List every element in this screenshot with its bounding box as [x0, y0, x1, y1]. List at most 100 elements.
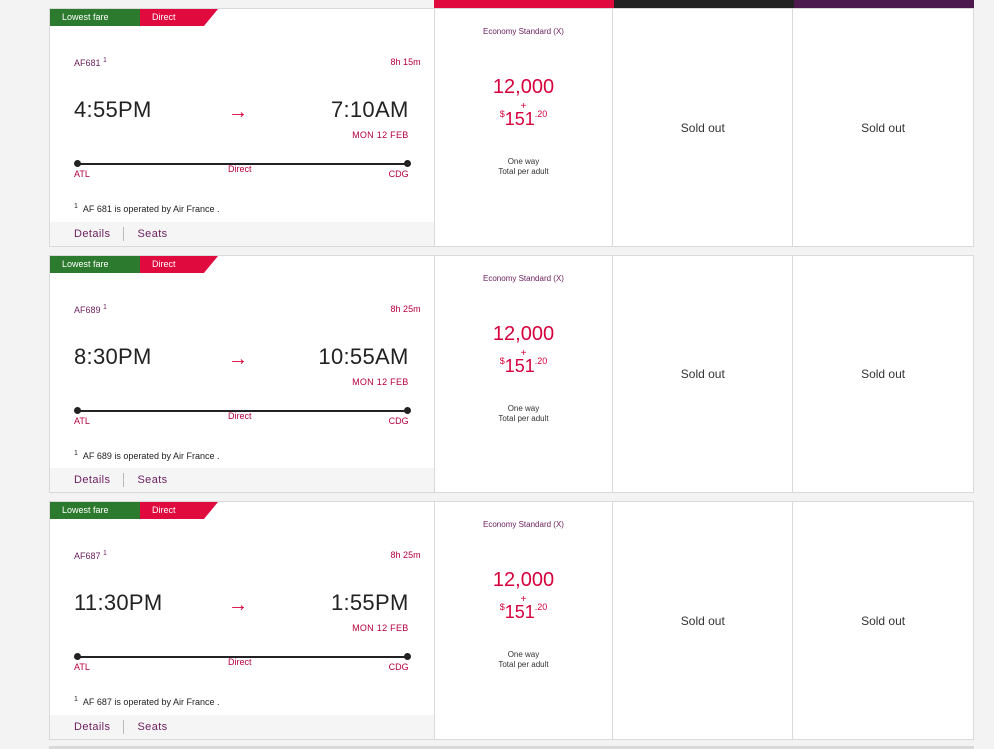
direct-badge: Direct	[140, 502, 218, 519]
arrow-right-icon: →	[228, 101, 248, 123]
column-bar-economy	[434, 0, 614, 8]
fare-column-header-bars	[434, 0, 974, 8]
plus-sign: +	[520, 101, 527, 112]
departure-time: 4:55PM	[74, 97, 152, 122]
footnote-mark: 1	[74, 450, 78, 457]
points-price: 12,000	[492, 76, 555, 98]
plus-sign: +	[520, 594, 527, 605]
flight-links-bar: Details Seats	[50, 222, 434, 246]
route-stop-label: Direct	[228, 657, 252, 667]
destination-airport: CDG	[388, 662, 409, 672]
route-stop-label: Direct	[228, 411, 252, 421]
arrival-time: 10:55AM	[318, 344, 409, 369]
origin-airport: ATL	[74, 169, 90, 179]
operated-by-note: 1 AF 687 is operated by Air France .	[74, 696, 220, 707]
fare-option-sold-out: Sold out	[613, 256, 794, 492]
price-note: One way Total per adult	[498, 650, 549, 669]
origin-dot-icon	[74, 160, 81, 167]
points-price: 12,000	[492, 569, 555, 591]
flight-info: Lowest fare Direct AF687 1 8h 25m 11:30P…	[50, 502, 435, 739]
flight-links-bar: Details Seats	[50, 468, 434, 492]
cabin-class-label: Economy Standard (X)	[483, 520, 564, 529]
cash-price: $151.20	[499, 356, 548, 376]
destination-dot-icon	[404, 160, 411, 167]
arrival-time: 7:10AM	[330, 97, 409, 122]
flight-result-row: Lowest fare Direct AF689 1 8h 25m 8:30PM…	[49, 255, 974, 493]
flight-links-bar: Details Seats	[50, 715, 434, 739]
price-note: One way Total per adult	[498, 157, 549, 176]
flight-info: Lowest fare Direct AF681 1 8h 15m 4:55PM…	[50, 9, 435, 246]
cabin-class-label: Economy Standard (X)	[483, 274, 564, 283]
column-bar-premium	[614, 0, 794, 8]
cash-price: $151.20	[499, 602, 548, 622]
departure-time: 8:30PM	[74, 344, 152, 369]
price-note: One way Total per adult	[498, 404, 549, 423]
footnote-mark: 1	[74, 203, 78, 210]
arrival-date: MON 12 FEB	[352, 377, 409, 387]
arrow-right-icon: →	[228, 594, 248, 616]
footnote-mark: 1	[74, 696, 78, 703]
fare-tags: Lowest fare Direct	[50, 256, 218, 273]
flight-number[interactable]: AF689 1	[74, 304, 107, 315]
flight-results-list: Lowest fare Direct AF681 1 8h 15m 4:55PM…	[49, 8, 974, 748]
lowest-fare-badge: Lowest fare	[50, 256, 140, 273]
departure-time: 11:30PM	[74, 590, 163, 615]
fare-option-sold-out: Sold out	[613, 9, 794, 246]
cabin-class-label: Economy Standard (X)	[483, 27, 564, 36]
destination-airport: CDG	[388, 416, 409, 426]
seats-link[interactable]: Seats	[137, 474, 168, 486]
details-link[interactable]: Details	[74, 474, 111, 486]
divider	[123, 227, 125, 241]
route-line	[77, 163, 407, 165]
fare-option-sold-out: Sold out	[861, 613, 906, 628]
flight-duration: 8h 25m	[390, 550, 421, 560]
details-link[interactable]: Details	[74, 228, 111, 240]
details-link[interactable]: Details	[74, 721, 111, 733]
arrow-right-icon: →	[228, 348, 248, 370]
cash-price: $151.20	[499, 109, 548, 129]
route-line	[77, 410, 407, 412]
flight-result-row: Lowest fare Direct AF681 1 8h 15m 4:55PM…	[49, 8, 974, 247]
divider	[123, 473, 125, 487]
destination-dot-icon	[404, 653, 411, 660]
direct-badge: Direct	[140, 256, 218, 273]
flight-info: Lowest fare Direct AF689 1 8h 25m 8:30PM…	[50, 256, 435, 492]
fare-option-economy[interactable]: Economy Standard (X) 12,000 + $151.20 On…	[435, 502, 614, 739]
arrival-date: MON 12 FEB	[352, 130, 409, 140]
arrival-time: 1:55PM	[330, 590, 409, 615]
fare-option-sold-out: Sold out	[861, 120, 906, 135]
column-bar-upper	[794, 0, 974, 8]
fare-option-sold-out: Sold out	[861, 367, 906, 381]
seats-link[interactable]: Seats	[137, 721, 168, 733]
fare-tags: Lowest fare Direct	[50, 502, 218, 519]
direct-badge: Direct	[140, 9, 218, 26]
operated-by-note: 1 AF 681 is operated by Air France .	[74, 203, 220, 214]
fare-option-economy[interactable]: Economy Standard (X) 12,000 + $151.20 On…	[435, 256, 614, 492]
seats-link[interactable]: Seats	[137, 228, 168, 240]
fare-option-economy[interactable]: Economy Standard (X) 12,000 + $151.20 On…	[435, 9, 614, 246]
route-stop-label: Direct	[228, 164, 252, 174]
plus-sign: +	[520, 348, 527, 359]
origin-airport: ATL	[74, 662, 90, 672]
origin-airport: ATL	[74, 416, 90, 426]
flight-duration: 8h 15m	[390, 57, 421, 67]
route-line	[77, 656, 407, 658]
destination-airport: CDG	[388, 169, 409, 179]
fare-option-sold-out: Sold out	[613, 502, 794, 739]
fare-tags: Lowest fare Direct	[50, 9, 218, 26]
lowest-fare-badge: Lowest fare	[50, 502, 140, 519]
footnote-mark: 1	[103, 550, 107, 557]
destination-dot-icon	[404, 407, 411, 414]
origin-dot-icon	[74, 407, 81, 414]
footnote-mark: 1	[103, 304, 107, 311]
lowest-fare-badge: Lowest fare	[50, 9, 140, 26]
flight-result-row: Lowest fare Direct AF687 1 8h 25m 11:30P…	[49, 501, 974, 740]
arrival-date: MON 12 FEB	[352, 623, 409, 633]
footnote-mark: 1	[103, 57, 107, 64]
operated-by-note: 1 AF 689 is operated by Air France .	[74, 450, 220, 461]
flight-number[interactable]: AF681 1	[74, 57, 107, 68]
divider	[123, 720, 125, 734]
next-row-edge	[49, 746, 974, 749]
origin-dot-icon	[74, 653, 81, 660]
flight-number[interactable]: AF687 1	[74, 550, 107, 561]
